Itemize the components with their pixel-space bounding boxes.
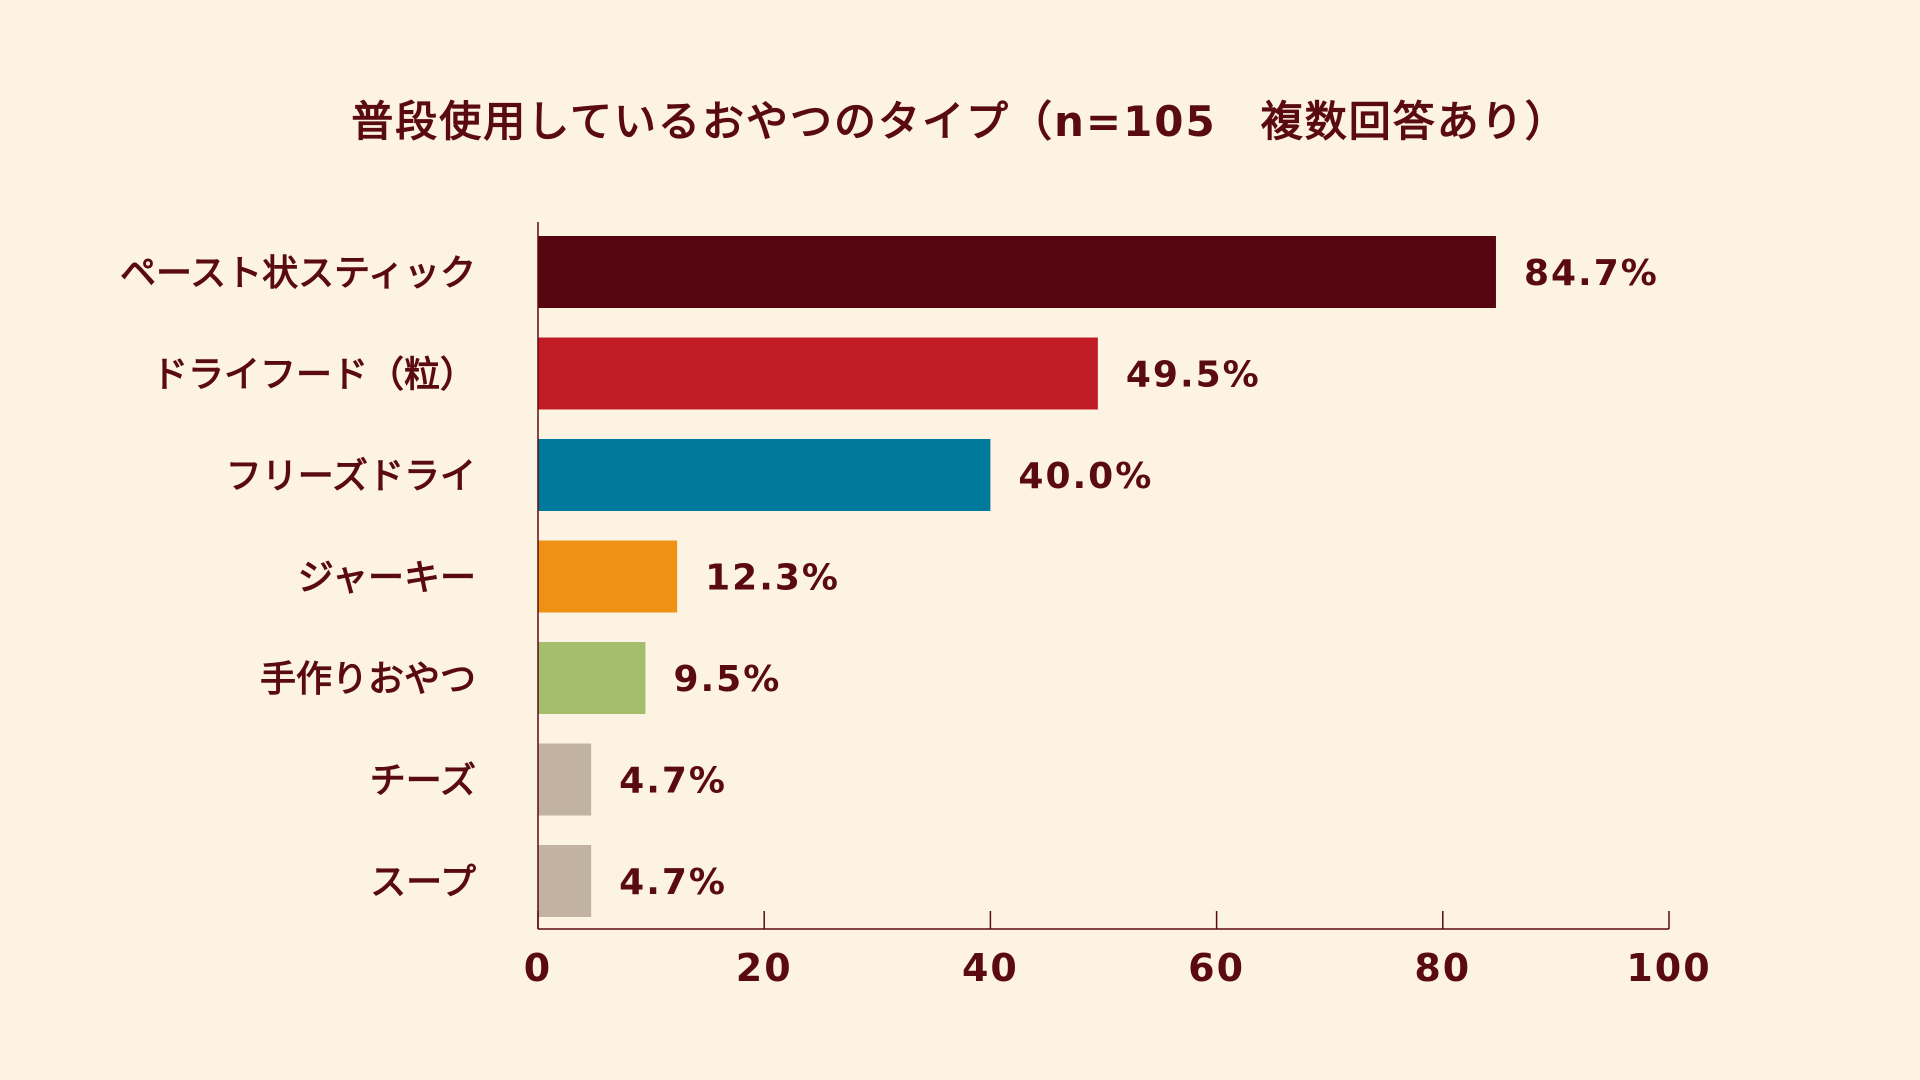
- x-tick-label-80: 80: [1414, 946, 1471, 990]
- value-label-5: 9.5%: [673, 659, 781, 700]
- bar-2: [538, 337, 1098, 410]
- x-tick-label-60: 60: [1188, 946, 1245, 990]
- bar-7: [538, 845, 592, 917]
- chart-title: 普段使用しているおやつのタイプ（n=105 複数回答あり）: [351, 97, 1569, 146]
- category-label-1: ペースト状スティック: [120, 253, 476, 294]
- x-tick-label-20: 20: [736, 946, 793, 990]
- category-label-6: チーズ: [370, 760, 476, 802]
- bars-layer: [538, 236, 1496, 917]
- x-tick-label-100: 100: [1626, 946, 1711, 990]
- category-label-7: スープ: [370, 862, 476, 903]
- category-label-2: ドライフード（粒）: [152, 355, 476, 396]
- value-label-3: 40.0%: [1018, 456, 1153, 497]
- value-label-6: 4.7%: [619, 761, 727, 802]
- value-label-7: 4.7%: [619, 862, 727, 903]
- bar-3: [538, 439, 991, 511]
- bar-5: [538, 642, 646, 714]
- category-label-4: ジャーキー: [298, 558, 476, 599]
- axes: 0 20 40 60 80 100: [524, 222, 1711, 990]
- category-label-3: フリーズドライ: [226, 455, 476, 497]
- bar-1: [538, 236, 1496, 308]
- bar-6: [538, 743, 592, 816]
- bar-4: [538, 540, 678, 613]
- x-tick-label-40: 40: [962, 946, 1019, 990]
- x-tick-label-0: 0: [524, 946, 552, 990]
- value-label-4: 12.3%: [705, 558, 840, 599]
- value-label-1: 84.7%: [1524, 253, 1659, 294]
- value-label-2: 49.5%: [1126, 355, 1261, 396]
- value-labels: 84.7% 49.5% 40.0% 12.3% 9.5% 4.7% 4.7%: [619, 253, 1659, 903]
- category-label-5: 手作りおやつ: [260, 659, 476, 700]
